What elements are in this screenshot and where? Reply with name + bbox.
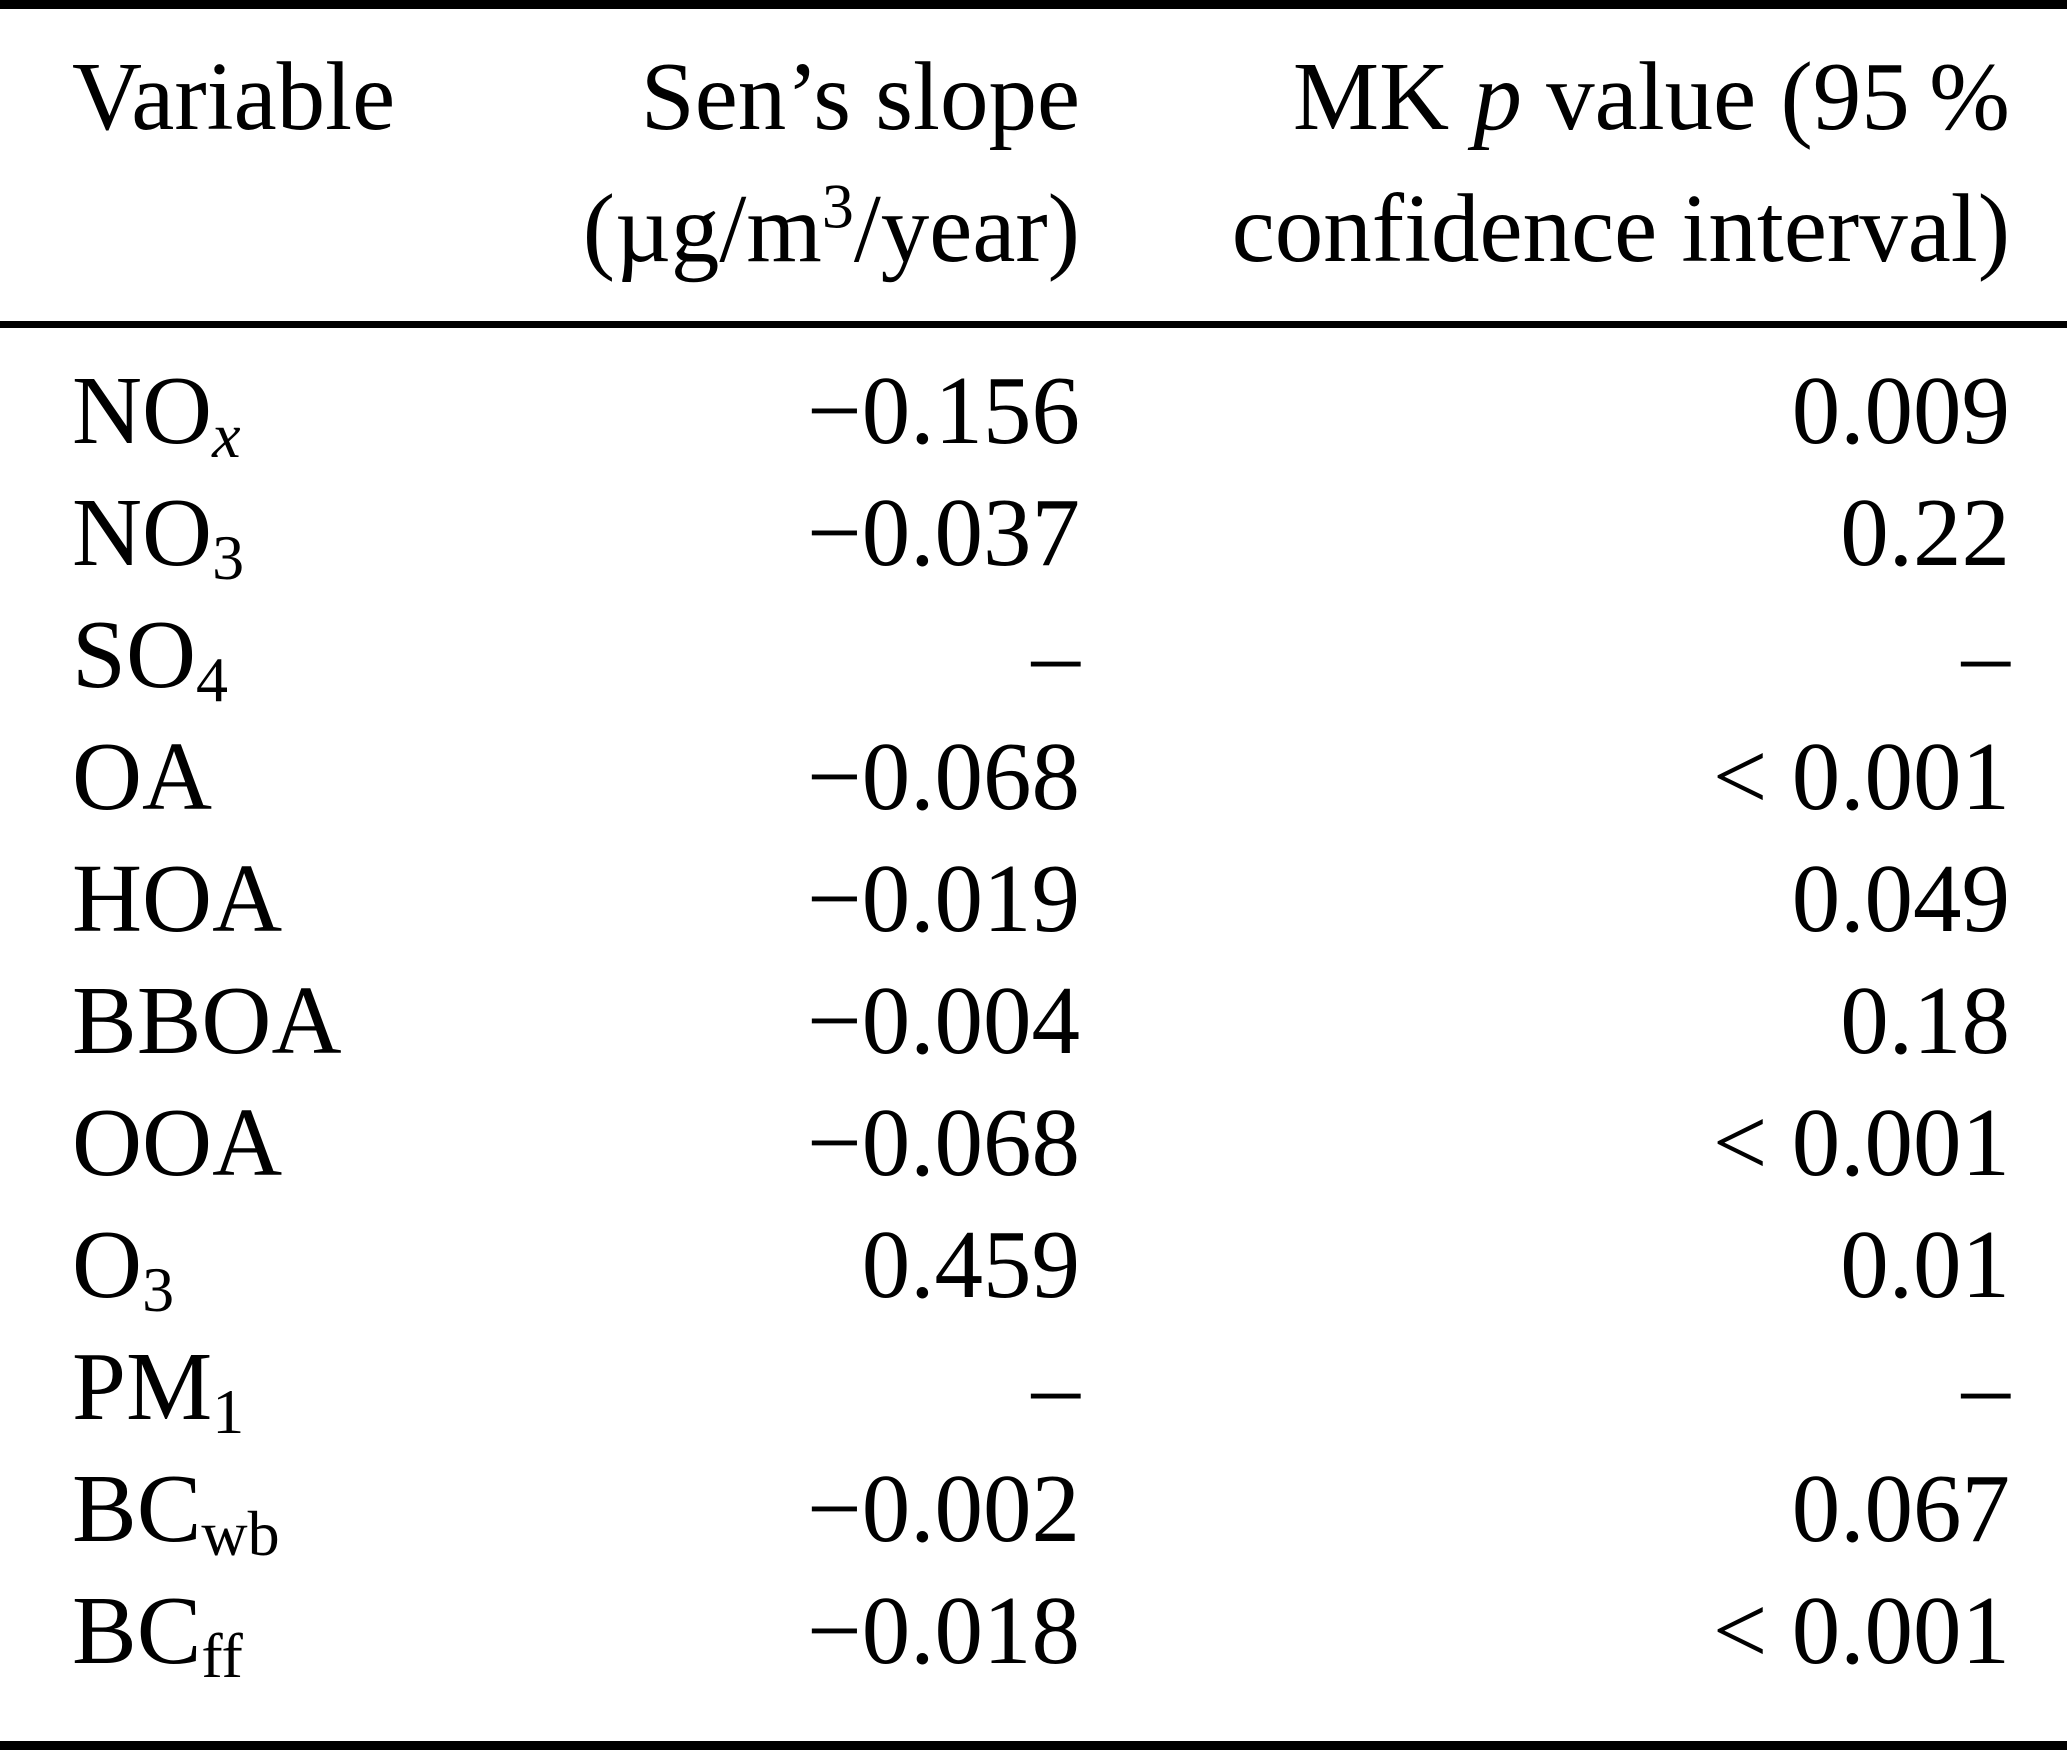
variable-subscript: ff xyxy=(201,1620,243,1692)
table-row-oa: OA −0.068 < 0.001 xyxy=(0,716,2067,838)
variable-cell: O3 xyxy=(0,1204,455,1326)
variable-base: PM xyxy=(72,1333,213,1440)
variable-cell: NO3 xyxy=(0,472,455,594)
variable-base: BC xyxy=(72,1577,202,1684)
table-row-no3: NO3 −0.037 0.22 xyxy=(0,472,2067,594)
column-header-variable: Variable xyxy=(72,43,396,150)
variable-cell: OA xyxy=(0,716,455,838)
variable-subscript: x xyxy=(212,400,241,472)
sens-slope-value: −0.037 xyxy=(807,479,1080,586)
variable-base: BBOA xyxy=(72,967,342,1074)
unit-pre: (µg/m xyxy=(582,175,822,282)
table-row-ooa: OOA −0.068 < 0.001 xyxy=(0,1082,2067,1204)
sens-slope-value: – xyxy=(1031,601,1081,708)
variable-base: BC xyxy=(72,1455,202,1562)
variable-subscript: 1 xyxy=(212,1376,245,1448)
variable-base: NO xyxy=(72,357,213,464)
unit-post: /year) xyxy=(853,175,1080,282)
header-row-2: (µg/m3/year) confidence interval) xyxy=(0,163,2067,328)
column-header-mk-p-value: MK p value (95 % xyxy=(1080,5,2067,164)
column-header-confidence-interval: confidence interval) xyxy=(1080,163,2067,328)
variable-cell: BCff xyxy=(0,1570,455,1746)
variable-cell: OOA xyxy=(0,1082,455,1204)
variable-subscript: 4 xyxy=(196,644,228,716)
p-symbol: p xyxy=(1473,43,1522,150)
sens-slope-value: −0.156 xyxy=(807,357,1080,464)
mk-p-value: < 0.001 xyxy=(1712,723,2010,830)
variable-subscript: 3 xyxy=(142,1254,175,1326)
variable-cell: SO4 xyxy=(0,594,455,716)
sens-slope-value: −0.004 xyxy=(807,967,1080,1074)
variable-base: O xyxy=(72,1211,143,1318)
table-row-bcff: BCff −0.018 < 0.001 xyxy=(0,1570,2067,1746)
sens-slope-value: −0.068 xyxy=(807,1089,1080,1196)
variable-cell: HOA xyxy=(0,838,455,960)
column-header-sens-slope-unit: (µg/m3/year) xyxy=(455,163,1080,328)
mk-p-value: 0.01 xyxy=(1840,1211,2010,1318)
column-header-sens-slope: Sen’s slope xyxy=(640,43,1080,150)
mk-p-value: 0.009 xyxy=(1791,357,2010,464)
variable-base: OA xyxy=(72,723,213,830)
mk-p-value: 0.067 xyxy=(1791,1455,2010,1562)
table-row-o3: O3 0.459 0.01 xyxy=(0,1204,2067,1326)
variable-base: OOA xyxy=(72,1089,283,1196)
table-body: NOx −0.156 0.009 NO3 −0.037 0.22 SO4 – –… xyxy=(0,325,2067,1746)
header-row-1: Variable Sen’s slope MK p value (95 % xyxy=(0,5,2067,164)
variable-cell: PM1 xyxy=(0,1326,455,1448)
table-row-bcwb: BCwb −0.002 0.067 xyxy=(0,1448,2067,1570)
mk-p-value: 0.18 xyxy=(1840,967,2010,1074)
mk-label: MK xyxy=(1292,43,1474,150)
variable-cell: BBOA xyxy=(0,960,455,1082)
table-row-hoa: HOA −0.019 0.049 xyxy=(0,838,2067,960)
variable-cell: NOx xyxy=(0,325,455,473)
table-row-nox: NOx −0.156 0.009 xyxy=(0,325,2067,473)
unit-superscript: 3 xyxy=(821,170,854,242)
mk-p-value: 0.22 xyxy=(1840,479,2010,586)
table-header: Variable Sen’s slope MK p value (95 % (µ… xyxy=(0,5,2067,328)
table-row-so4: SO4 – – xyxy=(0,594,2067,716)
variable-base: HOA xyxy=(72,845,283,952)
mk-p-value: – xyxy=(1961,601,2011,708)
variable-base: SO xyxy=(72,601,196,708)
sens-slope-value: 0.459 xyxy=(861,1211,1080,1318)
mk-p-value: < 0.001 xyxy=(1712,1577,2010,1684)
table-row-pm1: PM1 – – xyxy=(0,1326,2067,1448)
table-row-bboa: BBOA −0.004 0.18 xyxy=(0,960,2067,1082)
mk-p-value: < 0.001 xyxy=(1712,1089,2010,1196)
sens-slope-value: – xyxy=(1031,1333,1081,1440)
variable-base: NO xyxy=(72,479,213,586)
sens-slope-value: −0.019 xyxy=(807,845,1080,952)
variable-subscript: wb xyxy=(201,1498,280,1570)
mk-p-value: – xyxy=(1961,1333,2011,1440)
sens-slope-value: −0.068 xyxy=(807,723,1080,830)
sens-slope-value: −0.002 xyxy=(807,1455,1080,1562)
header-empty-cell xyxy=(0,163,455,328)
variable-cell: BCwb xyxy=(0,1448,455,1570)
variable-subscript: 3 xyxy=(212,522,245,594)
mk-label-rest: value (95 % xyxy=(1521,43,2010,150)
mk-p-value: 0.049 xyxy=(1791,845,2010,952)
sens-slope-value: −0.018 xyxy=(807,1577,1080,1684)
